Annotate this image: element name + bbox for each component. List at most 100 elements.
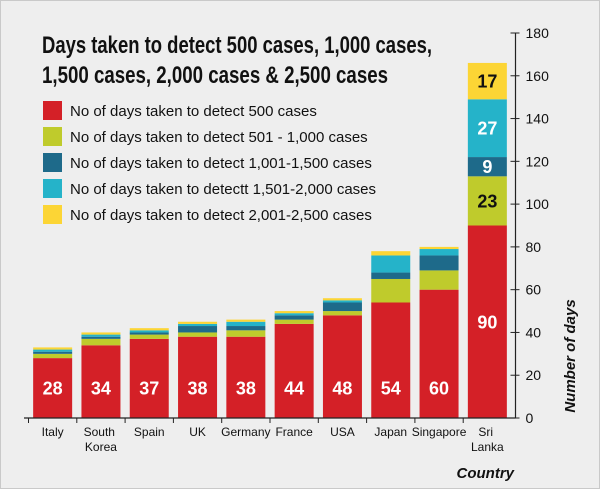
bar-segment-usa-series-4	[322, 300, 362, 303]
bar-segment-spain-series-4	[129, 330, 169, 333]
x-tick-label-singapore: Singapore	[412, 425, 467, 439]
bar-segment-sri-lanka-series-4	[467, 99, 507, 158]
bar-segment-spain-series-1	[129, 338, 169, 418]
data-label-sri-lanka-series-2: 23	[477, 191, 497, 211]
bar-segment-italy-series-1	[33, 358, 73, 418]
legend-swatch-cyan	[43, 179, 62, 198]
bar-segment-italy-series-2	[33, 353, 73, 359]
bar-segment-usa-series-1	[322, 315, 362, 418]
y-tick-label-40: 40	[526, 324, 542, 340]
bar-segment-italy-series-4	[33, 349, 73, 352]
y-tick-label-100: 100	[526, 196, 550, 212]
bar-segment-italy-series-5	[33, 347, 73, 350]
legend-item-series-5: No of days taken to detect 2,001-2,500 c…	[43, 205, 372, 224]
legend-label: No of days taken to detect 1,001-1,500 c…	[70, 155, 372, 172]
x-tick-label-line: Sri	[478, 425, 496, 439]
y-tick-label-120: 120	[526, 153, 550, 169]
chart-title-line-2: 1,500 cases, 2,000 cases & 2,500 cases	[42, 62, 388, 89]
x-tick-label-italy: Italy	[42, 425, 64, 439]
data-label-usa-series-1: 48	[332, 379, 352, 399]
legend-swatch-red	[43, 101, 62, 120]
bar-segment-singapore-series-5	[419, 246, 459, 250]
x-tick-label-line: Spain	[134, 425, 165, 439]
data-label-sri-lanka-series-4: 27	[477, 119, 497, 139]
bar-segment-italy-series-3	[33, 351, 73, 354]
x-tick-label-line: Japan	[374, 425, 407, 439]
data-label-italy-series-1: 28	[43, 379, 63, 399]
legend-swatch-yellow-green	[43, 127, 62, 146]
bar-segment-south-korea-series-2	[81, 338, 121, 346]
legend-item-series-2: No of days taken to detect 501 - 1,000 c…	[43, 127, 368, 146]
axes-layer: Italy South Korea Spain UK Germany France USA J…	[24, 25, 549, 454]
data-label-uk-series-1: 38	[188, 379, 208, 399]
x-tick-label-line: Germany	[221, 425, 270, 439]
x-tick-label-spain: Spain	[134, 425, 165, 439]
bar-segment-japan-series-1	[371, 302, 411, 418]
data-label-france-series-1: 44	[284, 379, 304, 399]
legend-label: No of days taken to detect 2,001-2,500 c…	[70, 207, 372, 224]
bar-segment-japan-series-4	[371, 255, 411, 273]
bar-segment-spain-series-5	[129, 328, 169, 331]
y-tick-label-0: 0	[526, 410, 534, 426]
bar-segment-spain-series-3	[129, 332, 169, 335]
bar-segment-germany-series-1	[226, 336, 266, 418]
x-tick-label-sri-lanka: Sri Lanka	[471, 425, 504, 454]
data-label-germany-series-1: 38	[236, 379, 256, 399]
bar-segment-germany-series-4	[226, 321, 266, 327]
bar-segment-uk-series-3	[178, 326, 218, 333]
chart-title: Days taken to detect 500 cases, 1,000 ca…	[42, 32, 432, 89]
legend-label: No of days taken to detect 501 - 1,000 c…	[70, 129, 368, 146]
y-tick-label-180: 180	[526, 25, 550, 41]
legend-item-series-1: No of days taken to detect 500 cases	[43, 101, 317, 120]
y-tick-label-140: 140	[526, 111, 550, 127]
bar-segment-singapore-series-3	[419, 255, 459, 271]
bar-segment-france-series-2	[274, 319, 314, 324]
bar-segment-south-korea-series-5	[81, 332, 121, 335]
x-tick-label-line: Lanka	[471, 440, 504, 454]
y-axis-title: Number of days	[562, 299, 579, 412]
bar-segment-france-series-5	[274, 311, 314, 314]
legend-item-series-4: No of days taken to detectt 1,501-2,000 …	[43, 179, 376, 198]
x-axis-title: Country	[457, 465, 515, 482]
legend-swatch-dark-teal	[43, 153, 62, 172]
data-label-sri-lanka-series-5: 17	[477, 72, 497, 92]
bar-segment-uk-series-4	[178, 323, 218, 327]
bar-segment-usa-series-5	[322, 298, 362, 301]
x-tick-label-japan: Japan	[374, 425, 407, 439]
bar-segment-singapore-series-2	[419, 270, 459, 290]
data-label-sri-lanka-series-1: 90	[477, 312, 497, 332]
x-tick-label-line: Italy	[42, 425, 64, 439]
bar-segment-germany-series-2	[226, 330, 266, 337]
bar-segment-south-korea-series-4	[81, 334, 121, 337]
bar-segment-uk-series-1	[178, 336, 218, 418]
bar-segment-france-series-1	[274, 323, 314, 418]
data-labels-layer: 28 34 37 38 38 44 48 54 60 90 23 9 27 17	[43, 72, 498, 399]
chart-title-line-1: Days taken to detect 500 cases, 1,000 ca…	[42, 32, 432, 59]
bar-segment-sri-lanka-series-2	[467, 176, 507, 226]
x-tick-label-germany: Germany	[221, 425, 270, 439]
bar-segment-uk-series-2	[178, 332, 218, 337]
bar-segment-south-korea-series-3	[81, 336, 121, 339]
x-tick-label-uk: UK	[189, 425, 206, 439]
data-label-singapore-series-1: 60	[429, 379, 449, 399]
bar-segment-sri-lanka-series-5	[467, 62, 507, 100]
bar-segment-usa-series-2	[322, 311, 362, 316]
bar-segment-spain-series-2	[129, 334, 169, 339]
bar-segment-germany-series-5	[226, 319, 266, 322]
x-tick-label-line: UK	[189, 425, 206, 439]
legend: No of days taken to detect 500 cases No …	[43, 101, 376, 224]
y-tick-label-80: 80	[526, 239, 542, 255]
bar-segment-sri-lanka-series-1	[467, 225, 507, 418]
bar-segment-france-series-3	[274, 315, 314, 320]
bar-segment-france-series-4	[274, 313, 314, 316]
legend-label: No of days taken to detectt 1,501-2,000 …	[70, 181, 376, 198]
y-tick-label-60: 60	[526, 282, 542, 298]
bar-segment-sri-lanka-series-3	[467, 157, 507, 177]
bar-segment-japan-series-3	[371, 272, 411, 279]
bar-segment-germany-series-3	[226, 326, 266, 331]
data-label-spain-series-1: 37	[139, 379, 159, 399]
legend-swatch-yellow	[43, 205, 62, 224]
bar-segment-japan-series-5	[371, 251, 411, 256]
x-tick-label-line: USA	[330, 425, 355, 439]
